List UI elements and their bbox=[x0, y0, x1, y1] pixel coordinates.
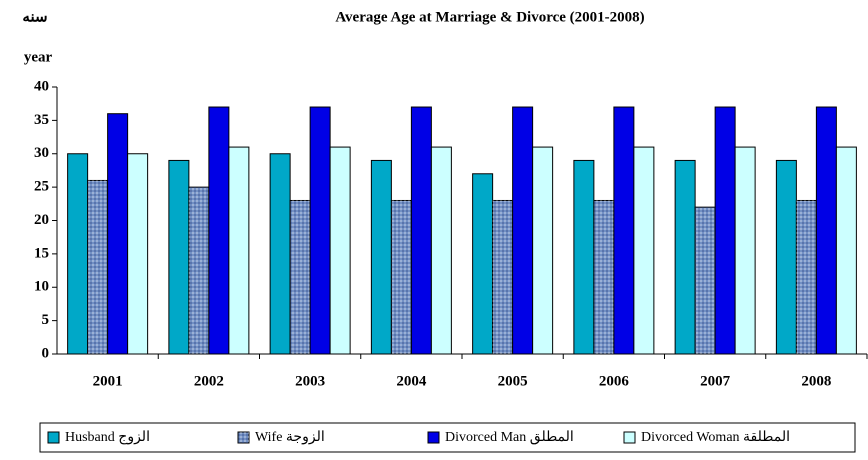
bar bbox=[714, 106, 736, 355]
y-axis-label: year bbox=[24, 49, 53, 65]
legend-swatch bbox=[47, 431, 60, 444]
bar-texture bbox=[290, 200, 311, 354]
y-tick-label: 0 bbox=[42, 345, 50, 361]
legend-label: Wife الزوجة bbox=[255, 430, 325, 445]
bar bbox=[127, 153, 149, 355]
y-tick-label: 25 bbox=[34, 179, 49, 195]
bar bbox=[472, 173, 494, 355]
bar bbox=[573, 159, 595, 355]
y-tick-label: 15 bbox=[34, 245, 49, 261]
bar bbox=[228, 146, 250, 355]
bar bbox=[107, 113, 129, 355]
bar bbox=[734, 146, 756, 355]
bar-texture bbox=[492, 200, 513, 354]
chart-title: Average Age at Marriage & Divorce (2001-… bbox=[335, 9, 644, 25]
bar bbox=[532, 146, 554, 355]
x-tick-label: 2006 bbox=[599, 373, 630, 389]
bar bbox=[410, 106, 432, 355]
x-tick-label: 2001 bbox=[93, 373, 123, 389]
legend-label: Divorced Woman المطلقة bbox=[641, 430, 790, 445]
y-tick-label: 20 bbox=[34, 212, 49, 228]
bar-texture bbox=[87, 180, 108, 354]
bar bbox=[835, 146, 857, 355]
bar bbox=[208, 106, 230, 355]
legend-swatch bbox=[427, 431, 440, 444]
bar bbox=[329, 146, 351, 355]
legend-box bbox=[39, 422, 856, 453]
bar bbox=[512, 106, 534, 355]
bar-texture bbox=[796, 200, 817, 354]
bar-texture bbox=[695, 207, 716, 354]
x-tick-label: 2008 bbox=[801, 373, 831, 389]
legend-swatch bbox=[623, 431, 636, 444]
bar bbox=[633, 146, 655, 355]
bar bbox=[815, 106, 837, 355]
bar bbox=[430, 146, 452, 355]
bar bbox=[370, 159, 392, 355]
bar bbox=[168, 159, 190, 355]
legend-label: Divorced Man المطلق bbox=[445, 430, 574, 445]
y-axis-label-ar: سنه bbox=[22, 9, 47, 25]
x-tick-label: 2007 bbox=[700, 373, 731, 389]
x-tick-label: 2004 bbox=[396, 373, 427, 389]
x-tick-label: 2003 bbox=[295, 373, 325, 389]
legend-label: Husband الزوج bbox=[65, 430, 150, 445]
y-tick-label: 35 bbox=[34, 112, 49, 128]
bar bbox=[613, 106, 635, 355]
y-tick-label: 40 bbox=[34, 78, 49, 94]
bar-texture bbox=[391, 200, 412, 354]
bar bbox=[309, 106, 331, 355]
bar bbox=[67, 153, 89, 355]
y-tick-label: 5 bbox=[42, 312, 50, 328]
bar-texture bbox=[188, 187, 209, 354]
bar bbox=[674, 159, 696, 355]
y-tick-label: 10 bbox=[34, 279, 49, 295]
x-tick-label: 2005 bbox=[498, 373, 528, 389]
x-tick-label: 2002 bbox=[194, 373, 224, 389]
bar bbox=[775, 159, 797, 355]
y-tick-label: 30 bbox=[34, 145, 49, 161]
bar bbox=[269, 153, 291, 355]
legend-swatch-texture bbox=[238, 432, 249, 443]
bar-texture bbox=[593, 200, 614, 354]
